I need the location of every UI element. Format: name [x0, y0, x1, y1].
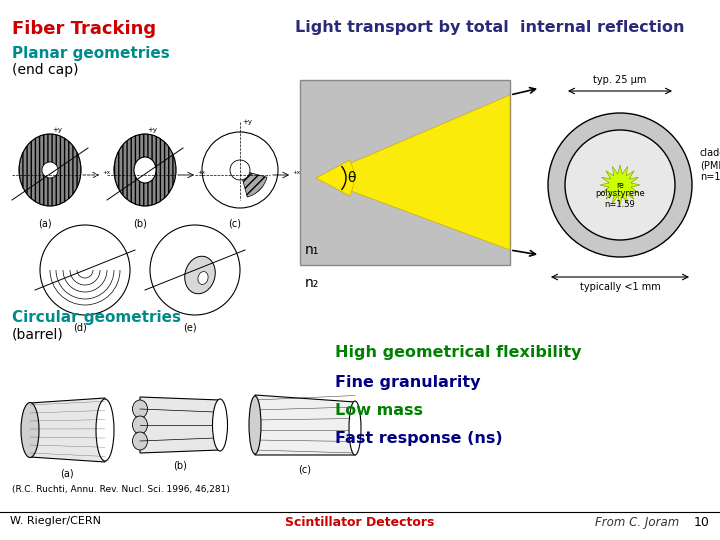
Text: typically <1 mm: typically <1 mm	[580, 282, 660, 292]
Circle shape	[42, 162, 58, 178]
Ellipse shape	[212, 399, 228, 451]
Text: +x: +x	[292, 170, 300, 174]
Wedge shape	[240, 170, 267, 197]
Ellipse shape	[249, 396, 261, 454]
Ellipse shape	[21, 402, 39, 457]
Ellipse shape	[132, 432, 148, 450]
Polygon shape	[300, 80, 510, 265]
Text: Fiber Tracking: Fiber Tracking	[12, 20, 156, 38]
Text: re: re	[616, 180, 624, 190]
Text: (d): (d)	[73, 322, 87, 332]
Text: High geometrical flexibility: High geometrical flexibility	[335, 345, 582, 360]
Text: +y: +y	[52, 127, 62, 133]
Text: n₂: n₂	[305, 276, 319, 290]
Ellipse shape	[96, 399, 114, 461]
Circle shape	[230, 160, 250, 180]
Ellipse shape	[132, 416, 148, 434]
Text: Low mass: Low mass	[335, 403, 423, 418]
Ellipse shape	[132, 400, 148, 418]
Circle shape	[150, 225, 240, 315]
Ellipse shape	[185, 256, 215, 294]
Wedge shape	[316, 160, 354, 196]
Text: θ: θ	[347, 171, 355, 185]
Text: (a): (a)	[38, 218, 52, 228]
Text: (R.C. Ruchti, Annu. Rev. Nucl. Sci. 1996, 46,281): (R.C. Ruchti, Annu. Rev. Nucl. Sci. 1996…	[12, 485, 230, 494]
Ellipse shape	[114, 134, 176, 206]
Text: Circular geometries: Circular geometries	[12, 310, 181, 325]
Polygon shape	[316, 95, 510, 250]
Text: +x: +x	[197, 170, 205, 174]
Text: Fast response (ns): Fast response (ns)	[335, 431, 503, 446]
Text: Light transport by total  internal reflection: Light transport by total internal reflec…	[295, 20, 685, 35]
Text: (b): (b)	[173, 460, 187, 470]
Circle shape	[202, 132, 278, 208]
Circle shape	[40, 225, 130, 315]
Ellipse shape	[134, 157, 156, 183]
Text: +y: +y	[147, 127, 157, 133]
Text: +x: +x	[102, 170, 110, 174]
Text: cladding
(PMMA)
n=1.49: cladding (PMMA) n=1.49	[700, 148, 720, 181]
Polygon shape	[140, 397, 220, 453]
Ellipse shape	[198, 272, 208, 285]
Text: (e): (e)	[183, 322, 197, 332]
Text: n₁: n₁	[305, 243, 320, 257]
Text: From C. Joram: From C. Joram	[595, 516, 679, 529]
Ellipse shape	[19, 134, 81, 206]
Polygon shape	[30, 398, 105, 462]
Text: typ. 25 μm: typ. 25 μm	[593, 75, 647, 85]
Text: (end cap): (end cap)	[12, 63, 78, 77]
Text: (a): (a)	[60, 468, 74, 478]
Text: 10: 10	[694, 516, 710, 529]
Text: W. Riegler/CERN: W. Riegler/CERN	[10, 516, 101, 526]
Text: (c): (c)	[228, 218, 241, 228]
Circle shape	[548, 113, 692, 257]
Text: polystyrene
n=1.59: polystyrene n=1.59	[595, 190, 645, 208]
Text: (barrel): (barrel)	[12, 327, 64, 341]
Text: (c): (c)	[299, 465, 312, 475]
Text: (b): (b)	[133, 218, 147, 228]
Text: Scintillator Detectors: Scintillator Detectors	[285, 516, 435, 529]
Polygon shape	[255, 395, 355, 455]
Polygon shape	[600, 165, 640, 205]
Text: Planar geometries: Planar geometries	[12, 46, 170, 61]
Ellipse shape	[349, 401, 361, 455]
Text: Fine granularity: Fine granularity	[335, 375, 480, 390]
Text: +y: +y	[242, 119, 252, 125]
Circle shape	[565, 130, 675, 240]
